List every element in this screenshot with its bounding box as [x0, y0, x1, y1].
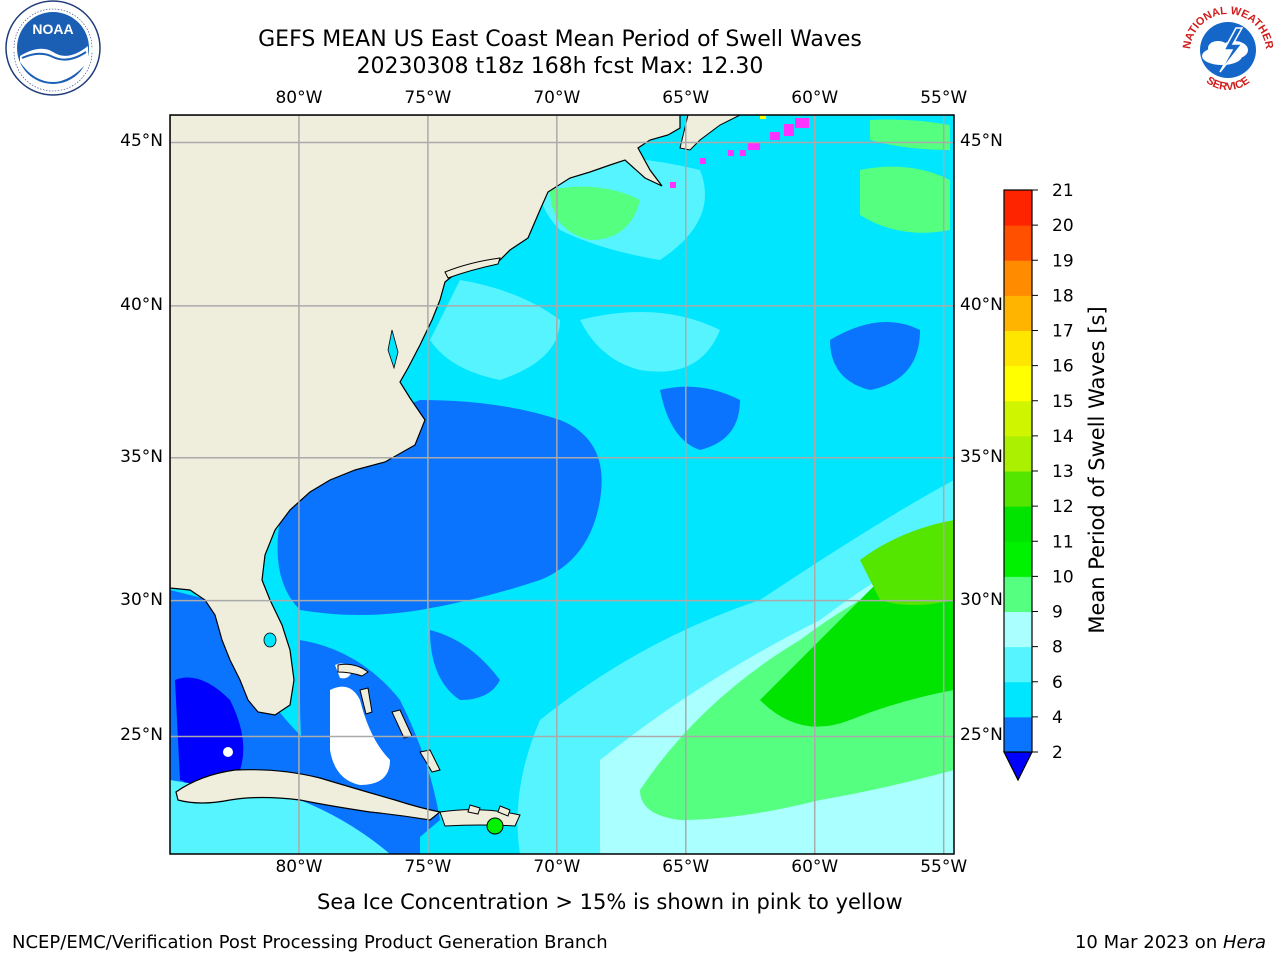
noaa-logo-text: NOAA — [32, 21, 73, 37]
chesapeake-bay — [387, 329, 399, 370]
colorbar-segment — [1004, 611, 1032, 648]
colorbar-segment — [1004, 541, 1032, 577]
land-north-america — [170, 115, 681, 716]
bahamas-blue-2 — [430, 630, 500, 700]
colorbar-tick-label: 21 — [1052, 181, 1074, 201]
lat-tick-label-left: 40°N — [120, 294, 163, 315]
colorbar-segment — [1004, 295, 1032, 331]
lon-tick-label-bottom: 75°W — [404, 857, 452, 877]
lat-tick-label-left: 30°N — [120, 589, 163, 610]
land-long-island — [444, 257, 501, 279]
shelf-band-east — [580, 312, 720, 372]
colorbar-tick-label: 16 — [1052, 357, 1074, 377]
lat-tick-label-right: 30°N — [960, 589, 1003, 610]
sea-ice-yellow — [760, 115, 766, 119]
colorbar-segment — [1004, 225, 1032, 261]
land-nova-scotia — [679, 115, 741, 151]
colorbar-tick-label: 10 — [1052, 567, 1074, 587]
colorbar-segment — [1004, 330, 1032, 367]
land-bahamas — [337, 663, 511, 835]
lon-tick-label-bottom: 70°W — [533, 857, 581, 877]
footer-machine: Hera — [1222, 932, 1266, 953]
sea-ice-pixels — [670, 118, 809, 188]
map-frame — [169, 114, 955, 855]
colorbar-tick-label: 2 — [1052, 743, 1063, 763]
gulf-white-spot — [223, 747, 233, 757]
colorbar-segment — [1004, 576, 1032, 612]
lon-tick-label-bottom: 65°W — [662, 857, 710, 877]
colorbar-segment — [1004, 400, 1032, 437]
colorbar-tick-label: 20 — [1052, 216, 1074, 236]
chart-subtitle: 20230308 t18z 168h fcst Max: 12.30 — [356, 54, 764, 79]
gulf-deep-blue — [175, 677, 244, 784]
colorbar-tick-label: 13 — [1052, 462, 1074, 482]
colorbar-label: Mean Period of Swell Waves [s] — [1085, 306, 1109, 634]
colorbar: 2 4 6 8 9 10 11 12 13 14 15 16 17 18 19 20 21 — [1003, 181, 1074, 782]
lat-tick-label-left: 35°N — [120, 446, 163, 467]
noaa-logo: NOAA — [5, 0, 101, 96]
colorbar-segment — [1004, 365, 1032, 402]
footer-date-text: 10 Mar 2023 on — [1074, 932, 1223, 953]
lon-tick-label-bottom: 55°W — [920, 857, 968, 877]
lon-tick-label-top: 65°W — [662, 88, 710, 108]
nws-logo-bottom-text: SERVICE — [1204, 75, 1252, 94]
lon-tick-label-bottom: 60°W — [791, 857, 839, 877]
ne-green-patch — [860, 166, 950, 233]
lat-tick-label-right: 35°N — [960, 446, 1003, 467]
colorbar-segment — [1004, 260, 1032, 296]
colorbar-tick-label: 6 — [1052, 673, 1063, 693]
nws-logo: NATIONAL WEATHER SERVICE — [1181, 3, 1275, 97]
colorbar-tick-label: 4 — [1052, 708, 1063, 728]
offshore-blue-1 — [660, 386, 740, 450]
lake-okeechobee — [263, 632, 277, 648]
colorbar-tick-label: 19 — [1052, 251, 1074, 271]
colorbar-tick-label: 15 — [1052, 392, 1074, 412]
map-field — [170, 115, 954, 854]
colorbar-tick-label: 14 — [1052, 427, 1074, 447]
offshore-blue-2 — [830, 322, 920, 390]
colorbar-segment — [1004, 471, 1032, 507]
lat-tick-label-right: 45°N — [960, 131, 1003, 152]
graticule — [170, 115, 954, 854]
colorbar-tick-label: 11 — [1052, 532, 1074, 552]
lat-tick-label-left: 45°N — [120, 131, 163, 152]
chart-title: GEFS MEAN US East Coast Mean Period of S… — [258, 27, 862, 52]
lon-tick-label-top: 80°W — [275, 88, 323, 108]
svg-text:SERVICE: SERVICE — [1204, 75, 1252, 94]
colorbar-tick-label: 18 — [1052, 286, 1074, 306]
north-green-patch — [550, 186, 640, 240]
lon-tick-label-top: 75°W — [404, 88, 452, 108]
footer-date: 10 Mar 2023 on Hera — [1075, 932, 1266, 953]
lat-tick-label-left: 25°N — [120, 725, 163, 746]
lon-tick-label-bottom: 80°W — [275, 857, 323, 877]
colorbar-segment — [1004, 190, 1032, 226]
colorbar-segment — [1004, 681, 1032, 718]
shelf-band-mid — [430, 280, 560, 380]
lat-tick-label-right: 40°N — [960, 294, 1003, 315]
lon-tick-label-top: 70°W — [533, 88, 581, 108]
colorbar-segment — [1004, 716, 1032, 753]
colorbar-tick-label: 17 — [1052, 322, 1074, 342]
lon-tick-label-top: 55°W — [920, 88, 968, 108]
sea-ice-note: Sea Ice Concentration > 15% is shown in … — [317, 890, 903, 914]
colorbar-tick-label: 12 — [1052, 497, 1074, 517]
colorbar-tick-label: 8 — [1052, 638, 1063, 658]
lat-tick-label-right: 25°N — [960, 725, 1003, 746]
lon-tick-label-top: 60°W — [791, 88, 839, 108]
footer-credit: NCEP/EMC/Verification Post Processing Pr… — [12, 932, 608, 953]
colorbar-extend-min — [1003, 751, 1033, 782]
colorbar-segment — [1004, 646, 1032, 683]
colorbar-segment — [1004, 435, 1032, 472]
colorbar-segment — [1004, 506, 1032, 542]
colorbar-tick-label: 9 — [1052, 603, 1063, 623]
swell-12s-patch — [860, 520, 954, 605]
